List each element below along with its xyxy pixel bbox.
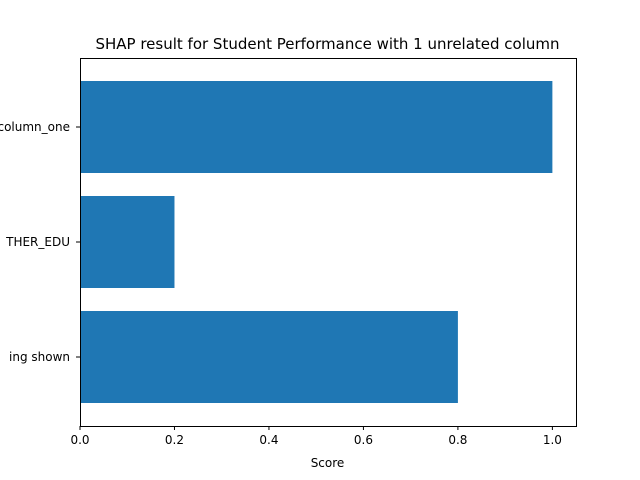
y-tick-label-1: THER_EDU	[5, 235, 70, 249]
bar-group	[80, 81, 553, 403]
x-tick-label-2: 0.4	[259, 433, 278, 447]
bar-0	[80, 81, 553, 173]
x-tick-label-3: 0.6	[354, 433, 373, 447]
x-axis-label: Score	[311, 456, 345, 470]
y-tick-label-0: column_one	[0, 120, 70, 134]
y-tick-label-2: ing shown	[9, 350, 70, 364]
x-axis-ticks: 0.0 0.2 0.4 0.6 0.8 1.0	[70, 426, 562, 447]
bar-1	[80, 196, 175, 288]
x-tick-label-5: 1.0	[543, 433, 562, 447]
x-tick-label-4: 0.8	[448, 433, 467, 447]
bar-2	[80, 311, 458, 403]
plot-frame	[80, 58, 577, 427]
x-tick-label-0: 0.0	[70, 433, 89, 447]
x-tick-label-1: 0.2	[165, 433, 184, 447]
chart-title: SHAP result for Student Performance with…	[95, 35, 559, 53]
